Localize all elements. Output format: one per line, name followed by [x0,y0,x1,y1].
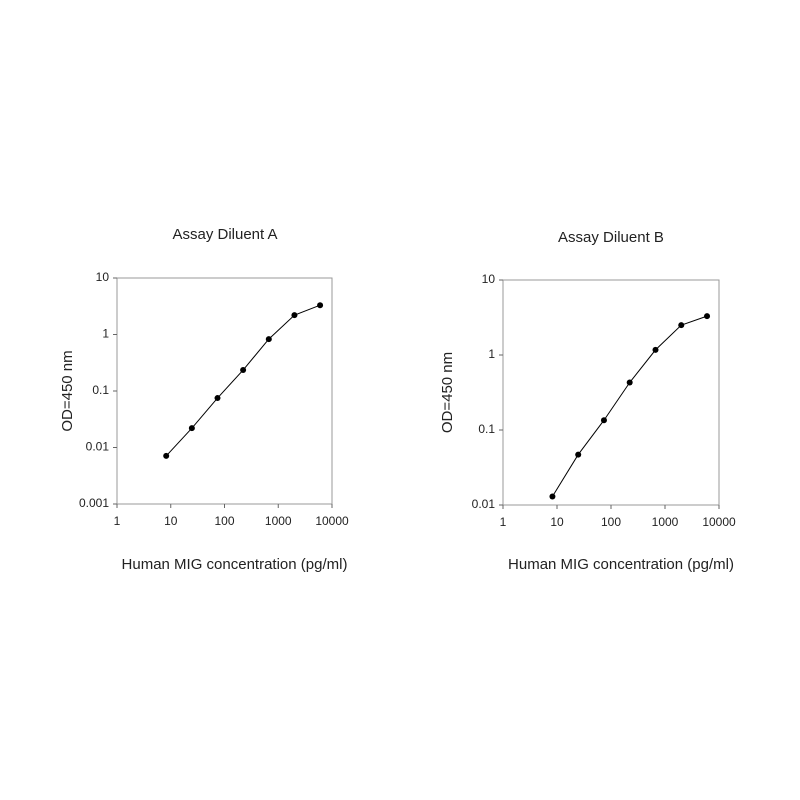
y-axis-label: OD=450 nm [59,350,76,431]
data-point [188,425,195,432]
y-tick-label: 1 [102,327,109,341]
y-axis-label: OD=450 nm [439,352,456,433]
data-point [163,452,170,459]
x-tick-label: 10000 [702,515,736,529]
y-tick-label: 10 [96,270,110,284]
y-tick-label: 1 [488,347,495,361]
data-point [678,322,685,329]
y-tick-label: 0.1 [92,383,109,397]
x-tick-label: 100 [601,515,621,529]
x-tick-label: 1 [114,514,121,528]
y-tick-label: 10 [482,272,496,286]
y-tick-label: 0.1 [478,422,495,436]
data-point [265,336,272,343]
x-tick-label: 100 [214,514,234,528]
data-point [317,302,324,309]
data-point [291,312,298,319]
x-tick-label: 10000 [315,514,349,528]
data-line [552,315,708,497]
plot-frame [502,279,720,506]
x-tick-label: 10 [550,515,564,529]
x-tick-label: 1000 [265,514,292,528]
x-axis-label: Human MIG concentration (pg/ml) [508,556,734,573]
x-tick-label: 10 [164,514,178,528]
x-tick-label: 1000 [652,515,679,529]
chart-title: Assay Diluent A [172,226,277,243]
x-tick-label: 1 [500,515,507,529]
data-point [600,417,607,424]
data-point [704,313,711,320]
x-axis-label: Human MIG concentration (pg/ml) [122,556,348,573]
data-point [549,493,556,500]
data-point [626,379,633,386]
data-point [240,367,247,374]
data-point [652,346,659,353]
data-point [214,395,221,402]
y-tick-label: 0.01 [86,440,110,454]
data-line [165,304,321,457]
data-point [575,451,582,458]
y-tick-label: 0.001 [79,496,109,510]
y-tick-label: 0.01 [472,497,496,511]
chart-title: Assay Diluent B [558,229,664,246]
